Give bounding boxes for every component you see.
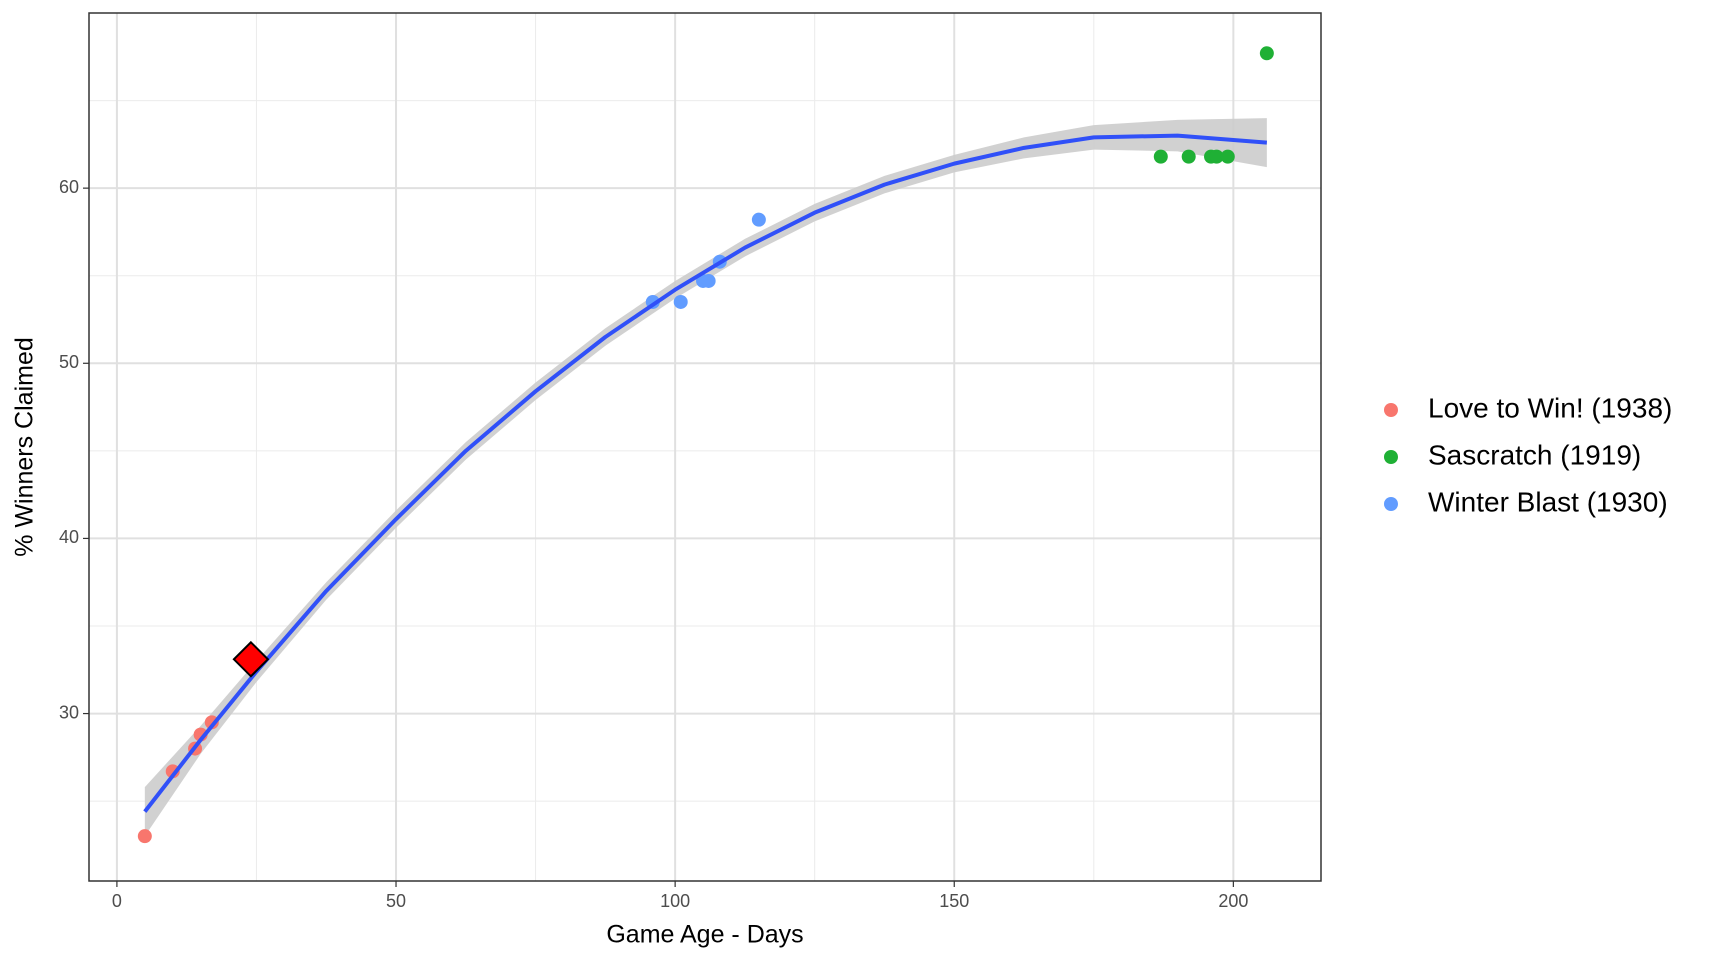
highlight-point — [232, 640, 270, 678]
legend-marker — [1384, 403, 1398, 417]
legend-label: Winter Blast (1930) — [1428, 486, 1668, 517]
point — [165, 764, 180, 779]
point — [751, 212, 766, 227]
point — [1153, 149, 1168, 164]
x-tick-label: 150 — [939, 891, 969, 911]
point — [1209, 149, 1224, 164]
fit-line — [143, 133, 1268, 813]
confidence-band — [144, 118, 1267, 837]
x-tick-label: 0 — [112, 891, 122, 911]
point — [1181, 149, 1196, 164]
x-axis-title: Game Age - Days — [606, 921, 803, 949]
legend-marker — [1384, 497, 1398, 511]
y-tick-label: 40 — [59, 527, 79, 547]
x-tick-label: 50 — [386, 891, 406, 911]
point — [137, 829, 152, 844]
legend-label: Sascratch (1919) — [1428, 439, 1641, 470]
point — [673, 294, 688, 309]
y-axis-title: % Winners Claimed — [11, 337, 39, 557]
y-tick-label: 50 — [59, 352, 79, 372]
legend-label: Love to Win! (1938) — [1428, 392, 1672, 423]
panel-border — [88, 12, 1322, 882]
y-tick-label: 60 — [59, 177, 79, 197]
point — [1220, 149, 1235, 164]
x-tick-label: 200 — [1218, 891, 1248, 911]
y-tick-label: 30 — [59, 702, 79, 722]
x-tick-label: 100 — [660, 891, 690, 911]
point — [701, 273, 716, 288]
point — [1259, 46, 1274, 61]
legend-marker — [1384, 450, 1398, 464]
